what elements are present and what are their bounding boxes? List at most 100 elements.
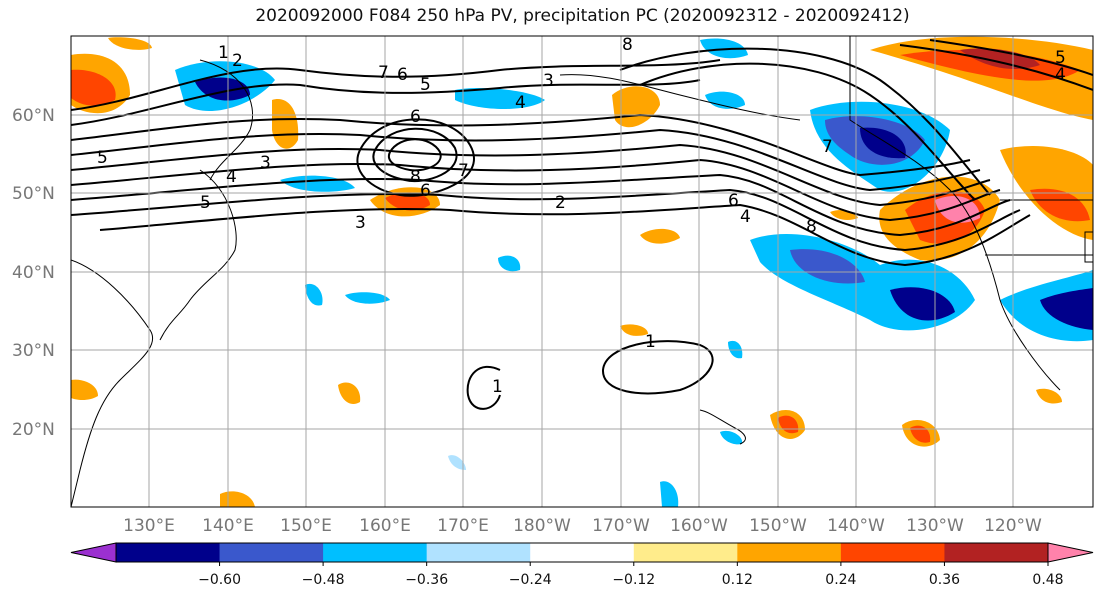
map-title: 2020092000 F084 250 hPa PV, precipitatio…	[255, 6, 910, 26]
contour-label: 3	[543, 71, 554, 91]
lon-label: 170°E	[437, 516, 489, 536]
lon-label: 150°W	[749, 516, 807, 536]
pv-contour-line	[639, 62, 976, 201]
precip-positive-region	[71, 69, 116, 106]
lon-label: 150°E	[280, 516, 332, 536]
pv-contour-line	[619, 47, 991, 196]
coastline	[849, 36, 1061, 391]
colorbar-segment	[323, 543, 428, 562]
coastline	[699, 409, 746, 445]
lon-label: 160°E	[359, 516, 411, 536]
pv-contour-line	[71, 59, 721, 111]
precip-negative-region	[448, 455, 466, 470]
colorbar-segment	[219, 543, 324, 562]
precip-positive-region	[960, 48, 1040, 70]
contour-label: 8	[410, 167, 421, 187]
colorbar-tick-label: 0.12	[722, 572, 753, 588]
colorbar-tick-label: −0.60	[198, 572, 241, 588]
precip-negative-region	[860, 127, 906, 159]
precip-negative-region	[705, 91, 745, 109]
precip-positive-region	[1030, 188, 1090, 222]
pv-contour-line	[71, 158, 1001, 222]
precip-negative-region	[660, 481, 679, 507]
coastline	[1084, 231, 1093, 263]
contour-labels: 1 1 1 2 2 3 3 3 4 4 4 4 5 5 5 5 6 6 6 6	[97, 35, 1066, 397]
pv-contour-line	[929, 39, 1093, 76]
contour-label: 3	[355, 213, 366, 233]
contour-label: 6	[410, 107, 421, 127]
precip-positive-region	[272, 99, 299, 149]
contour-label: 6	[420, 181, 431, 201]
contour-label: 3	[260, 153, 271, 173]
pv-contours	[71, 39, 1093, 410]
colorbar: −0.60 −0.48 −0.36 −0.24 −0.12 0.12 0.24 0.36 0.4…	[70, 542, 1094, 588]
contour-label: 4	[1055, 65, 1066, 85]
colorbar-segment	[840, 543, 945, 562]
pv-contour-line	[71, 79, 701, 126]
colorbar-tick-label: −0.36	[405, 572, 448, 588]
precip-negative-region	[1040, 288, 1093, 330]
coastline	[159, 169, 237, 341]
colorbar-segment	[530, 543, 635, 562]
pv-contour-line	[71, 113, 971, 177]
coastline	[559, 74, 801, 121]
lon-label: 130°W	[906, 516, 964, 536]
contour-label: 5	[97, 148, 108, 168]
colorbar-outline	[115, 542, 1049, 563]
precip-negative-region	[890, 287, 955, 321]
contour-label: 2	[555, 193, 566, 213]
lon-label: 140°W	[827, 516, 885, 536]
lon-label: 180°W	[513, 516, 571, 536]
precip-positive-region	[910, 425, 931, 443]
precip-negative-region	[720, 430, 743, 445]
contour-label: 6	[397, 65, 408, 85]
contour-label: 8	[806, 217, 817, 237]
colorbar-segment	[633, 543, 738, 562]
pv-contour-line	[71, 128, 981, 192]
contour-label: 5	[1055, 48, 1066, 68]
colorbar-tick-label: 0.24	[825, 572, 856, 588]
precip-positive-region	[385, 192, 430, 211]
contour-label: 7	[378, 63, 389, 83]
precip-positive-region	[338, 382, 361, 405]
lon-label: 170°W	[592, 516, 650, 536]
colorbar-tick-label: 0.48	[1032, 572, 1063, 588]
pv-contour-line	[71, 143, 991, 207]
contour-label: 4	[226, 167, 237, 187]
lat-axis: 60°N 50°N 40°N 30°N 20°N	[12, 106, 55, 440]
colorbar-extend-high	[1047, 542, 1094, 563]
precip-negative-region	[345, 292, 390, 304]
contour-label: 7	[458, 161, 469, 181]
lat-label: 20°N	[12, 420, 55, 440]
lon-label: 120°W	[984, 516, 1042, 536]
precip-positive-region	[640, 228, 680, 244]
map-border	[70, 35, 1094, 508]
contour-label: 8	[622, 35, 633, 55]
lon-label: 130°E	[123, 516, 175, 536]
coastline	[71, 259, 154, 507]
colorbar-segment	[116, 543, 221, 562]
lon-axis: 130°E 140°E 150°E 160°E 170°E 180°W 170°…	[123, 516, 1042, 536]
precip-positive-region	[900, 50, 1080, 81]
precip-positive-region	[620, 324, 648, 336]
contour-label: 1	[492, 377, 503, 397]
pv-contour-line	[71, 173, 1011, 237]
precip-positive-region	[220, 491, 255, 507]
lat-label: 40°N	[12, 263, 55, 283]
precip-negative-region	[790, 249, 865, 284]
contour-label: 5	[200, 193, 211, 213]
pv-contour-line	[372, 127, 458, 182]
contour-label: 1	[218, 43, 229, 63]
contour-label: 6	[728, 191, 739, 211]
lon-label: 140°E	[202, 516, 254, 536]
pv-contour-line	[387, 138, 442, 172]
pv-contour-line	[71, 188, 1021, 252]
precip-positive-region	[108, 37, 152, 50]
contour-label: 4	[740, 207, 751, 227]
contour-label: 7	[822, 137, 833, 157]
lat-label: 60°N	[12, 106, 55, 126]
colorbar-tick-label: −0.12	[612, 572, 655, 588]
pv-contour-line	[466, 365, 501, 410]
lon-label: 160°W	[670, 516, 728, 536]
